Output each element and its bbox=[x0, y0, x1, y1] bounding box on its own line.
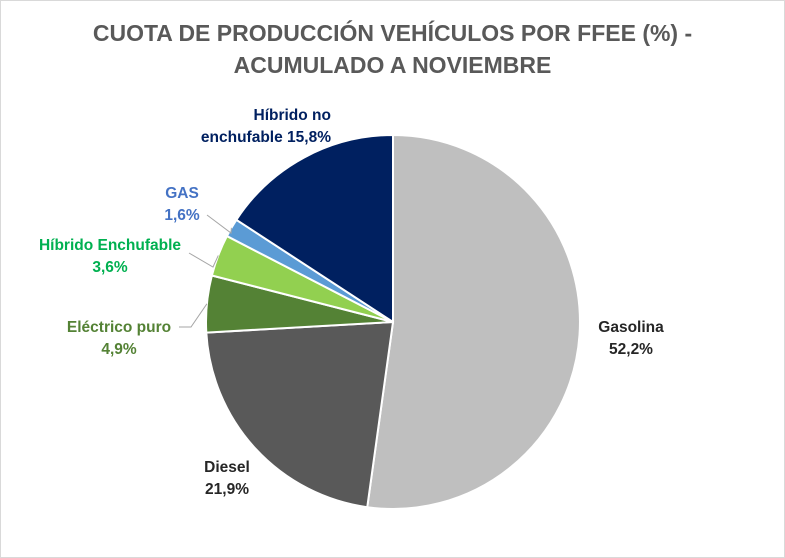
slice-label-gasolina: Gasolina 52,2% bbox=[598, 317, 663, 361]
leader-line-gas bbox=[206, 214, 232, 234]
slice-name-hibrido-enchufable: Híbrido Enchufable bbox=[38, 237, 182, 254]
slice-name-gasolina: Gasolina bbox=[598, 319, 664, 336]
slice-value-diesel: 21,9% bbox=[205, 481, 249, 498]
pie-slice-diesel bbox=[205, 320, 395, 509]
slice-name-electrico-puro: Eléctrico puro bbox=[66, 319, 172, 336]
slice-name-gas: GAS bbox=[165, 185, 199, 202]
leader-lines bbox=[179, 214, 232, 328]
slice-name-diesel: Diesel bbox=[204, 459, 250, 476]
slice-name-hibrido-no-enchufable-line-1: Híbrido no bbox=[253, 107, 332, 124]
slice-value-hibrido-no-enchufable: 15,8% bbox=[287, 129, 331, 146]
slice-name-value-hibrido-no-enchufable: enchufable 15,8% bbox=[151, 127, 331, 149]
pie-slice-hibrido-no-enchufable bbox=[234, 133, 394, 324]
slice-value-electrico-puro: 4,9% bbox=[101, 341, 137, 358]
slice-label-diesel: Diesel 21,9% bbox=[204, 457, 250, 501]
leader-line-electrico-puro bbox=[179, 303, 208, 328]
slice-value-gas: 1,6% bbox=[164, 207, 200, 224]
slice-label-gas: GAS 1,6% bbox=[164, 183, 199, 227]
pie-slices bbox=[205, 133, 581, 510]
slice-label-hibrido-enchufable: Híbrido Enchufable 3,6% bbox=[39, 235, 181, 279]
chart-title-line-2: ACUMULADO A NOVIEMBRE bbox=[233, 52, 552, 78]
chart-title-line-1: CUOTA DE PRODUCCIÓN VEHÍCULOS POR FFEE (… bbox=[92, 20, 693, 46]
slice-value-hibrido-enchufable: 3,6% bbox=[92, 259, 128, 276]
pie-slice-gasolina bbox=[366, 133, 581, 510]
slice-name-hibrido-no-enchufable-line-2: enchufable bbox=[200, 129, 283, 146]
slice-label-hibrido-no-enchufable: Híbrido no enchufable 15,8% bbox=[151, 105, 331, 149]
slice-value-gasolina: 52,2% bbox=[609, 341, 653, 358]
chart-title: CUOTA DE PRODUCCIÓN VEHÍCULOS POR FFEE (… bbox=[1, 17, 784, 81]
slice-label-electrico-puro: Eléctrico puro 4,9% bbox=[67, 317, 171, 361]
leader-line-hibrido-enchufable bbox=[188, 252, 219, 268]
